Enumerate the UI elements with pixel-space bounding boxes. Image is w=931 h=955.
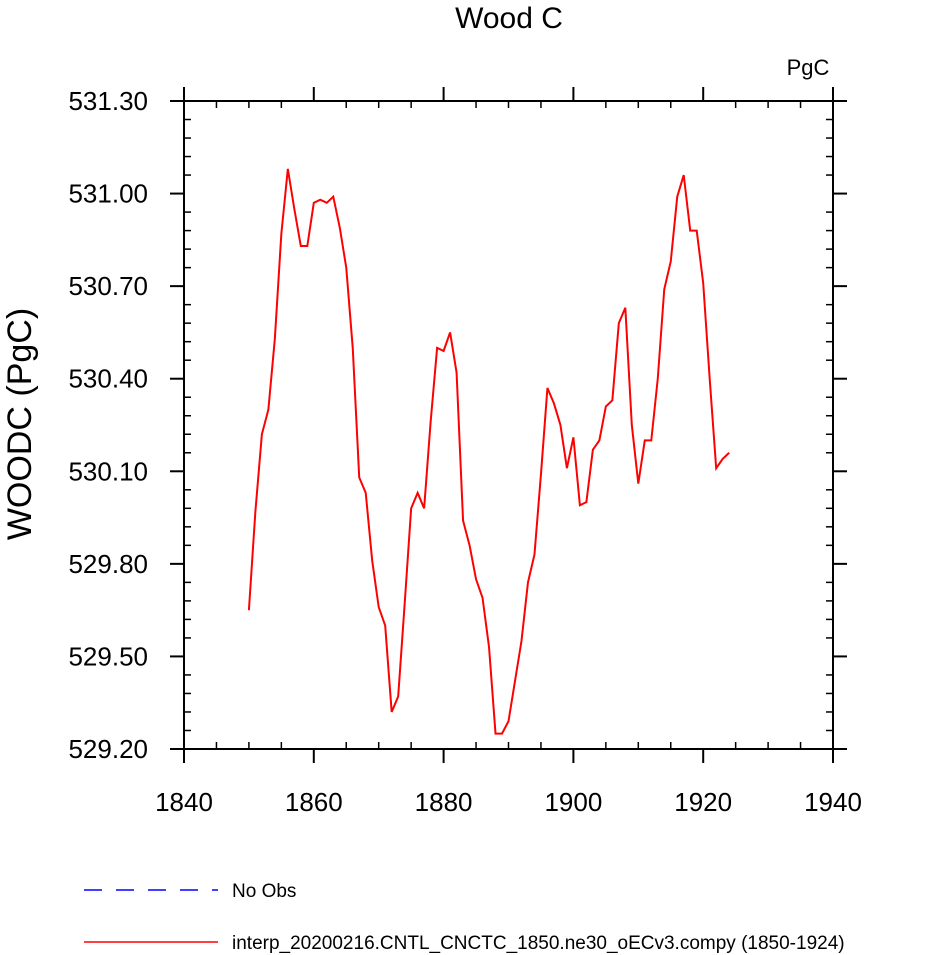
y-tick-label: 530.10 <box>68 456 148 486</box>
chart-title: Wood C <box>455 2 563 35</box>
y-tick-label: 531.30 <box>68 86 148 116</box>
y-tick-label: 531.00 <box>68 179 148 209</box>
y-tick-label: 530.40 <box>68 364 148 394</box>
x-tick-label: 1860 <box>285 787 343 817</box>
plot-frame <box>183 100 834 750</box>
x-tick-labels: 1840 1860 1880 1900 1920 1940 <box>155 787 862 817</box>
y-tick-labels: 529.20 529.50 529.80 530.10 530.40 530.70 531.… <box>68 86 148 764</box>
axis-ticks <box>170 87 847 763</box>
legend: No Obs interp_20200216.CNTL_CNCTC_1850.ne… <box>84 881 845 954</box>
series-layer <box>247 168 730 735</box>
x-tick-label: 1880 <box>415 787 473 817</box>
y-axis-label: WOODC (PgC) <box>1 308 39 540</box>
x-tick-label: 1920 <box>674 787 732 817</box>
y-tick-label: 529.50 <box>68 641 148 671</box>
x-tick-label: 1940 <box>804 787 862 817</box>
y-tick-label: 529.20 <box>68 734 148 764</box>
units-label: PgC <box>787 55 830 80</box>
legend-label: interp_20200216.CNTL_CNCTC_1850.ne30_oEC… <box>232 933 845 954</box>
legend-label: No Obs <box>232 881 296 902</box>
x-tick-label: 1840 <box>155 787 213 817</box>
y-tick-label: 529.80 <box>68 549 148 579</box>
y-tick-label: 530.70 <box>68 271 148 301</box>
series-line <box>247 168 730 735</box>
x-tick-label: 1900 <box>544 787 602 817</box>
